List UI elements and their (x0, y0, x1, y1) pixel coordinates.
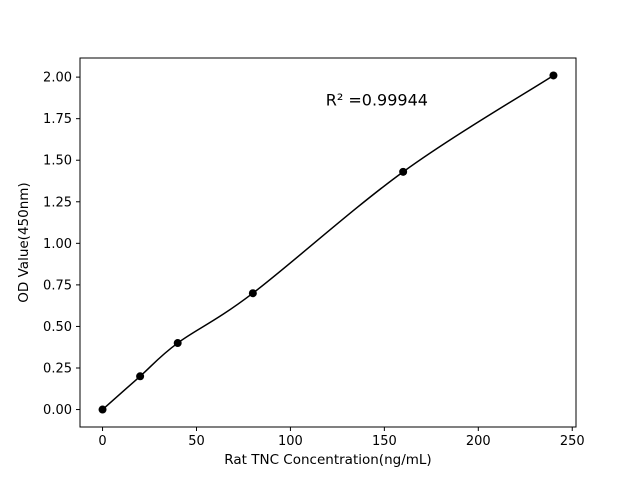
x-tick-label: 0 (98, 434, 106, 449)
x-axis-label: Rat TNC Concentration(ng/mL) (224, 452, 431, 468)
x-tick-label: 200 (466, 434, 491, 449)
data-point-marker (136, 372, 145, 381)
y-tick-label: 0.25 (43, 361, 72, 376)
y-tick-label: 0.00 (43, 403, 72, 418)
y-tick-label: 1.25 (43, 195, 72, 210)
data-point-marker (248, 289, 257, 298)
data-point-marker (549, 71, 558, 80)
r-squared-annotation: R² =0.99944 (326, 90, 428, 109)
data-point-marker (98, 405, 107, 414)
x-tick-label: 150 (372, 434, 397, 449)
y-tick-label: 1.75 (43, 112, 72, 127)
y-tick-label: 1.00 (43, 237, 72, 252)
x-tick-label: 100 (278, 434, 303, 449)
standard-curve-line (102, 74, 554, 411)
y-tick-label: 1.50 (43, 154, 72, 169)
data-point-marker (173, 339, 182, 348)
y-tick-label: 0.75 (43, 278, 72, 293)
plot-frame (79, 57, 577, 428)
x-tick-label: 250 (560, 434, 585, 449)
y-tick-label: 2.00 (43, 71, 72, 86)
x-tick-label: 50 (188, 434, 205, 449)
data-point-marker (399, 167, 408, 176)
y-tick-label: 0.50 (43, 320, 72, 335)
y-axis-label: OD Value(450nm) (16, 182, 32, 302)
